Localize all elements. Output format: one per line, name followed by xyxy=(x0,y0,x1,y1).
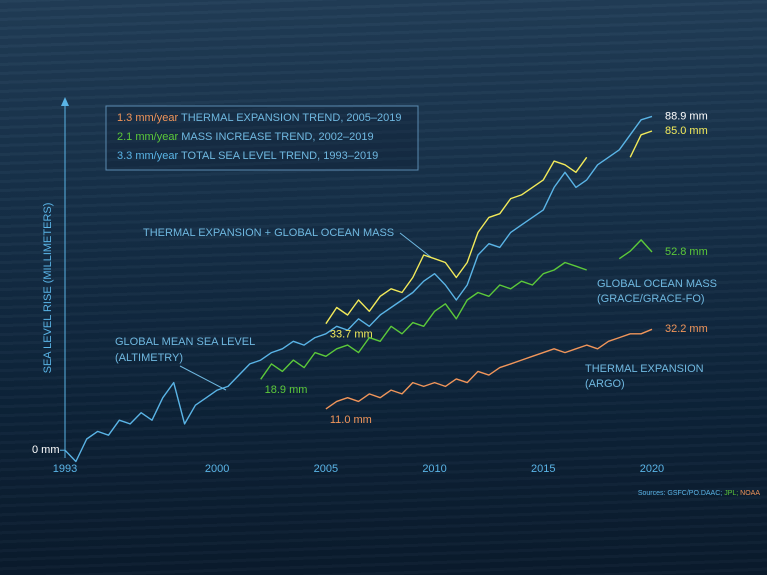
x-tick-label: 2000 xyxy=(205,463,229,475)
x-tick-label: 2010 xyxy=(422,463,446,475)
x-tick-label: 1993 xyxy=(53,463,77,475)
legend-text: MASS INCREASE TREND, 2002–2019 xyxy=(181,131,373,143)
value-label: 52.8 mm xyxy=(665,246,708,258)
legend-rate: 3.3 mm/year xyxy=(117,150,178,162)
series-line xyxy=(325,130,653,325)
legend-text: TOTAL SEA LEVEL TREND, 1993–2019 xyxy=(181,150,378,162)
series-label: THERMAL EXPANSION + GLOBAL OCEAN MASS xyxy=(143,227,394,239)
series-label: GLOBAL MEAN SEA LEVEL xyxy=(115,336,255,348)
legend-box xyxy=(105,105,419,171)
legend-rate: 1.3 mm/year xyxy=(117,112,178,124)
x-tick-label: 2005 xyxy=(314,463,338,475)
value-label: 32.2 mm xyxy=(665,323,708,335)
y-axis-label: SEA LEVEL RISE (MILLIMETERS) xyxy=(42,203,54,374)
x-tick-label: 2015 xyxy=(531,463,555,475)
value-label: 88.9 mm xyxy=(665,110,708,122)
sources: Sources: GSFC/PO.DAAC; JPL; NOAA xyxy=(638,490,761,497)
series-label: THERMAL EXPANSION xyxy=(585,363,704,375)
leader-line xyxy=(399,232,433,259)
legend-entry: 2.1 mm/year MASS INCREASE TREND, 2002–20… xyxy=(117,131,374,143)
value-label: 33.7 mm xyxy=(330,329,373,341)
legend-text: THERMAL EXPANSION TREND, 2005–2019 xyxy=(181,112,402,124)
value-label: 18.9 mm xyxy=(265,384,308,396)
value-label: 11.0 mm xyxy=(330,414,372,426)
legend-entry: 1.3 mm/year THERMAL EXPANSION TREND, 200… xyxy=(117,112,402,124)
y-axis-arrow xyxy=(61,97,69,106)
source: NOAA xyxy=(740,490,760,497)
y-tick-label: 0 mm xyxy=(32,444,60,456)
legend-entry: 3.3 mm/year TOTAL SEA LEVEL TREND, 1993–… xyxy=(117,150,378,162)
series-label: (ALTIMETRY) xyxy=(115,352,183,364)
series-line xyxy=(325,328,653,410)
value-label: 85.0 mm xyxy=(665,125,708,137)
leader-line xyxy=(179,365,227,391)
series-label: (ARGO) xyxy=(585,378,625,390)
series-line xyxy=(64,115,653,463)
series-line xyxy=(260,239,653,380)
series-label: (GRACE/GRACE-FO) xyxy=(597,293,705,305)
source: JPL; xyxy=(724,490,738,497)
legend-rate: 2.1 mm/year xyxy=(117,131,178,143)
source: Sources: GSFC/PO.DAAC; xyxy=(638,490,722,497)
x-tick-label: 2020 xyxy=(640,463,664,475)
series-label: GLOBAL OCEAN MASS xyxy=(597,278,717,290)
